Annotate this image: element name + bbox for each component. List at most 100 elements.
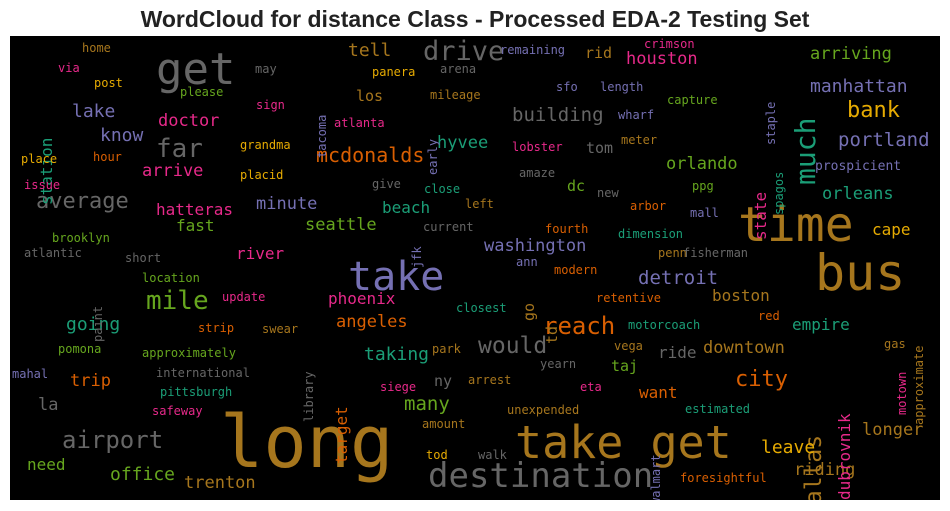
word-long: long	[220, 400, 394, 484]
word-foresightful: foresightful	[680, 471, 767, 485]
word-many: many	[404, 393, 450, 415]
word-amount: amount	[422, 417, 466, 431]
word-mall: mall	[690, 206, 719, 220]
word-siege: siege	[380, 380, 417, 394]
word-airport: airport	[62, 426, 164, 454]
word-hatteras: hatteras	[156, 200, 234, 219]
word-drive: drive	[423, 36, 505, 67]
word-swear: swear	[262, 322, 299, 336]
word-reach: reach	[543, 312, 616, 340]
word-hyvee: hyvee	[437, 133, 489, 153]
word-mileage: mileage	[430, 88, 481, 102]
word-location: location	[142, 271, 200, 285]
word-capture: capture	[667, 93, 718, 107]
word-washington: washington	[484, 236, 587, 256]
word-tod: tod	[426, 448, 448, 462]
word-orleans: orleans	[822, 184, 894, 204]
word-bus: bus	[815, 244, 906, 302]
word-eta: eta	[580, 380, 602, 394]
word-ann: ann	[516, 255, 538, 269]
word-empire: empire	[792, 315, 850, 334]
word-going: going	[66, 314, 121, 335]
word-taking: taking	[364, 344, 430, 365]
word-seattle: seattle	[305, 215, 377, 235]
word-may: may	[255, 62, 277, 76]
word-modern: modern	[554, 263, 598, 277]
word-minute: minute	[256, 194, 318, 214]
word-unexpended: unexpended	[507, 403, 580, 417]
word-current: current	[423, 220, 474, 234]
word-place: place	[21, 152, 58, 166]
word-amaze: amaze	[519, 166, 556, 180]
word-tell: tell	[348, 40, 392, 61]
word-park: park	[432, 342, 461, 356]
word-approximate: approximate	[912, 345, 926, 426]
word-new: new	[597, 186, 619, 200]
word-approximately: approximately	[142, 346, 236, 360]
word-retentive: retentive	[596, 291, 662, 305]
word-mahal: mahal	[12, 367, 49, 381]
word-hour: hour	[93, 150, 122, 164]
word-arrive: arrive	[142, 161, 204, 181]
word-td: td	[543, 325, 561, 344]
word-cape: cape	[872, 220, 911, 239]
word-lake: lake	[72, 101, 116, 122]
word-office: office	[110, 464, 176, 485]
word-please: please	[180, 85, 224, 99]
word-rid: rid	[585, 44, 613, 62]
word-motown: motown	[895, 371, 909, 416]
word-doctor: doctor	[158, 111, 220, 131]
word-pomona: pomona	[58, 342, 102, 356]
word-jfk: jfk	[410, 245, 424, 268]
word-city: city	[735, 367, 788, 392]
word-state: state	[751, 191, 770, 240]
word-panera: panera	[372, 65, 416, 79]
word-la: la	[38, 395, 59, 415]
word-atlanta: atlanta	[334, 116, 385, 130]
word-get: get	[156, 44, 236, 95]
word-orlando: orlando	[666, 154, 738, 174]
word-ride: ride	[658, 343, 697, 362]
word-target: target	[332, 405, 351, 464]
word-home: home	[82, 41, 111, 55]
word-tom: tom	[586, 139, 614, 157]
word-early: early	[426, 138, 440, 175]
word-would: would	[478, 333, 548, 359]
word-sign: sign	[256, 98, 285, 112]
word-length: length	[600, 80, 644, 94]
word-station: station	[37, 137, 56, 206]
word-fisherman: fisherman	[683, 246, 749, 260]
word-penn: penn	[658, 246, 687, 260]
word-detroit: detroit	[638, 267, 719, 289]
word-phoenix: phoenix	[328, 289, 396, 308]
word-library: library	[302, 371, 316, 423]
word-time: time	[738, 197, 854, 253]
word-sfo: sfo	[556, 80, 578, 94]
word-red: red	[758, 309, 780, 323]
word-arbor: arbor	[630, 199, 667, 213]
word-dc: dc	[567, 177, 586, 195]
word-pittsburgh: pittsburgh	[160, 385, 233, 399]
word-need: need	[27, 455, 66, 474]
word-strip: strip	[198, 321, 235, 335]
word-paint: paint	[91, 305, 105, 342]
word-lobster: lobster	[512, 140, 563, 154]
word-motorcoach: motorcoach	[628, 318, 701, 332]
word-portland: portland	[838, 129, 930, 151]
word-prospicient: prospicient	[815, 159, 902, 174]
word-closest: closest	[456, 301, 507, 315]
word-want: want	[639, 383, 678, 402]
word-manhattan: manhattan	[810, 76, 908, 97]
word-longer: longer	[862, 420, 924, 440]
word-angeles: angeles	[336, 312, 408, 332]
word-dubrovnik: dubrovnik	[835, 413, 854, 500]
word-estimated: estimated	[685, 402, 751, 416]
word-bank: bank	[847, 98, 900, 123]
word-ppg: ppg	[692, 179, 714, 193]
word-leave: leave	[761, 437, 816, 458]
word-post: post	[94, 76, 123, 90]
word-vega: vega	[614, 339, 643, 353]
word-wharf: wharf	[618, 108, 655, 122]
word-walk: walk	[478, 448, 507, 462]
word-arriving: arriving	[810, 44, 892, 64]
